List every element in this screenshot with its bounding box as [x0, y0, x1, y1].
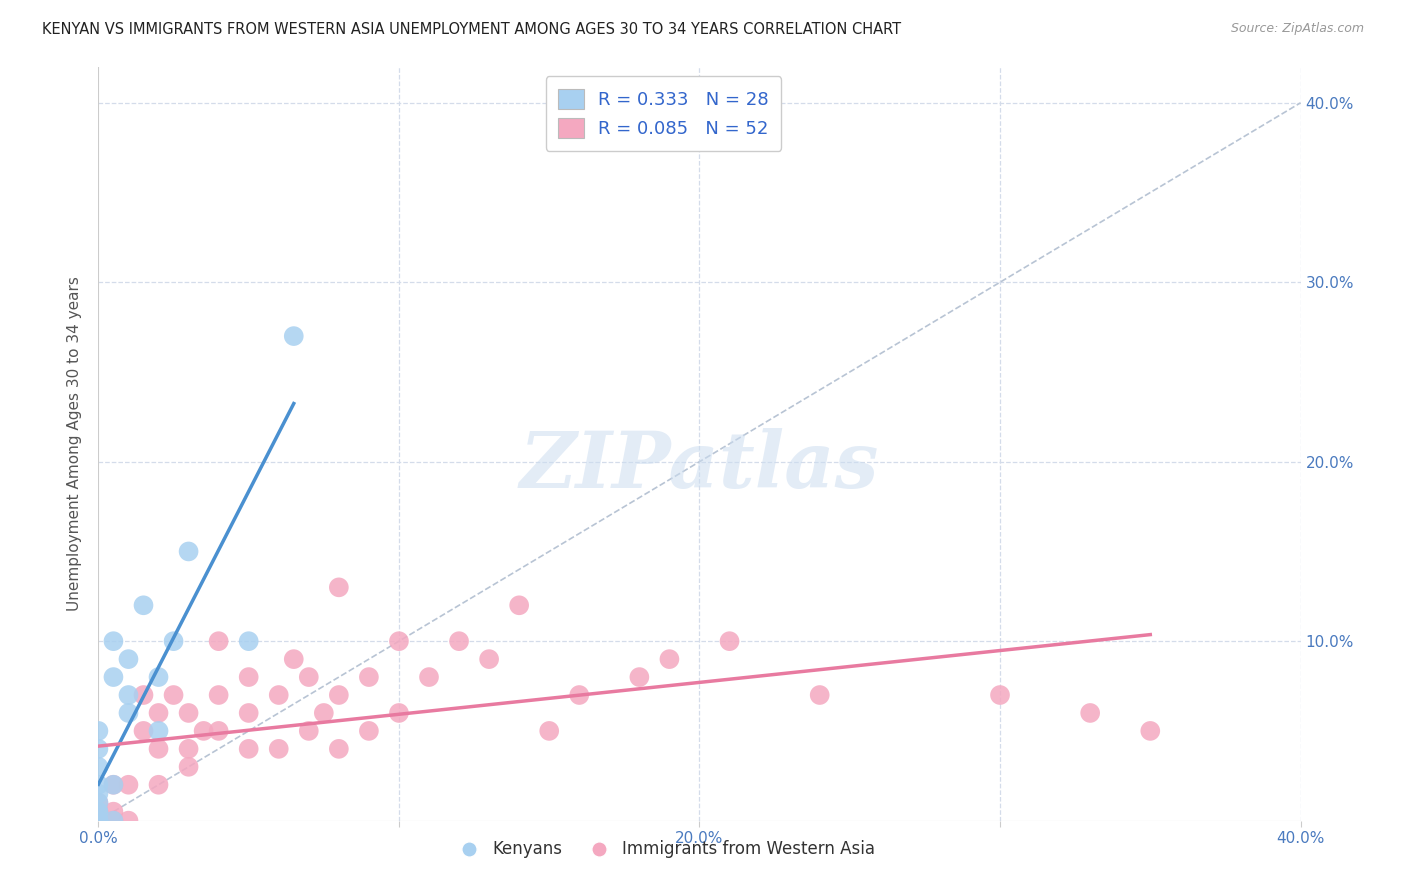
Point	[87, 805, 110, 819]
Point	[162, 634, 184, 648]
Point	[87, 814, 110, 828]
Point	[208, 723, 231, 738]
Point	[808, 688, 831, 702]
Legend: Kenyans, Immigrants from Western Asia: Kenyans, Immigrants from Western Asia	[446, 834, 882, 865]
Point	[177, 544, 200, 558]
Point	[718, 634, 741, 648]
Point	[117, 688, 139, 702]
Point	[478, 652, 501, 666]
Text: ZIPatlas: ZIPatlas	[520, 428, 879, 505]
Point	[328, 688, 350, 702]
Point	[87, 814, 110, 828]
Point	[328, 580, 350, 594]
Point	[238, 706, 260, 720]
Point	[103, 814, 125, 828]
Point	[148, 723, 170, 738]
Point	[508, 599, 530, 613]
Point	[87, 814, 110, 828]
Point	[177, 706, 200, 720]
Point	[103, 805, 125, 819]
Point	[388, 706, 411, 720]
Point	[87, 787, 110, 801]
Point	[103, 778, 125, 792]
Point	[298, 723, 321, 738]
Point	[87, 723, 110, 738]
Point	[132, 723, 155, 738]
Point	[87, 814, 110, 828]
Y-axis label: Unemployment Among Ages 30 to 34 years: Unemployment Among Ages 30 to 34 years	[67, 277, 83, 611]
Point	[132, 599, 155, 613]
Point	[388, 634, 411, 648]
Point	[267, 742, 290, 756]
Point	[103, 670, 125, 684]
Point	[87, 814, 110, 828]
Point	[148, 670, 170, 684]
Point	[103, 778, 125, 792]
Point	[148, 742, 170, 756]
Point	[117, 706, 139, 720]
Text: Source: ZipAtlas.com: Source: ZipAtlas.com	[1230, 22, 1364, 36]
Point	[132, 688, 155, 702]
Point	[208, 688, 231, 702]
Text: KENYAN VS IMMIGRANTS FROM WESTERN ASIA UNEMPLOYMENT AMONG AGES 30 TO 34 YEARS CO: KENYAN VS IMMIGRANTS FROM WESTERN ASIA U…	[42, 22, 901, 37]
Point	[628, 670, 651, 684]
Point	[87, 805, 110, 819]
Point	[1139, 723, 1161, 738]
Point	[87, 814, 110, 828]
Point	[87, 805, 110, 819]
Point	[177, 760, 200, 774]
Point	[117, 778, 139, 792]
Point	[148, 706, 170, 720]
Point	[208, 634, 231, 648]
Point	[117, 652, 139, 666]
Point	[148, 778, 170, 792]
Point	[87, 814, 110, 828]
Point	[988, 688, 1011, 702]
Point	[117, 814, 139, 828]
Point	[87, 742, 110, 756]
Point	[267, 688, 290, 702]
Point	[298, 670, 321, 684]
Point	[283, 329, 305, 343]
Point	[103, 814, 125, 828]
Point	[87, 760, 110, 774]
Point	[238, 670, 260, 684]
Point	[87, 814, 110, 828]
Point	[658, 652, 681, 666]
Point	[328, 742, 350, 756]
Point	[538, 723, 561, 738]
Point	[568, 688, 591, 702]
Point	[312, 706, 335, 720]
Point	[177, 742, 200, 756]
Point	[357, 723, 380, 738]
Point	[193, 723, 215, 738]
Point	[283, 652, 305, 666]
Point	[238, 634, 260, 648]
Point	[87, 814, 110, 828]
Point	[103, 634, 125, 648]
Point	[1078, 706, 1101, 720]
Point	[87, 778, 110, 792]
Point	[87, 796, 110, 810]
Point	[418, 670, 440, 684]
Point	[238, 742, 260, 756]
Point	[162, 688, 184, 702]
Point	[357, 670, 380, 684]
Point	[447, 634, 470, 648]
Point	[87, 796, 110, 810]
